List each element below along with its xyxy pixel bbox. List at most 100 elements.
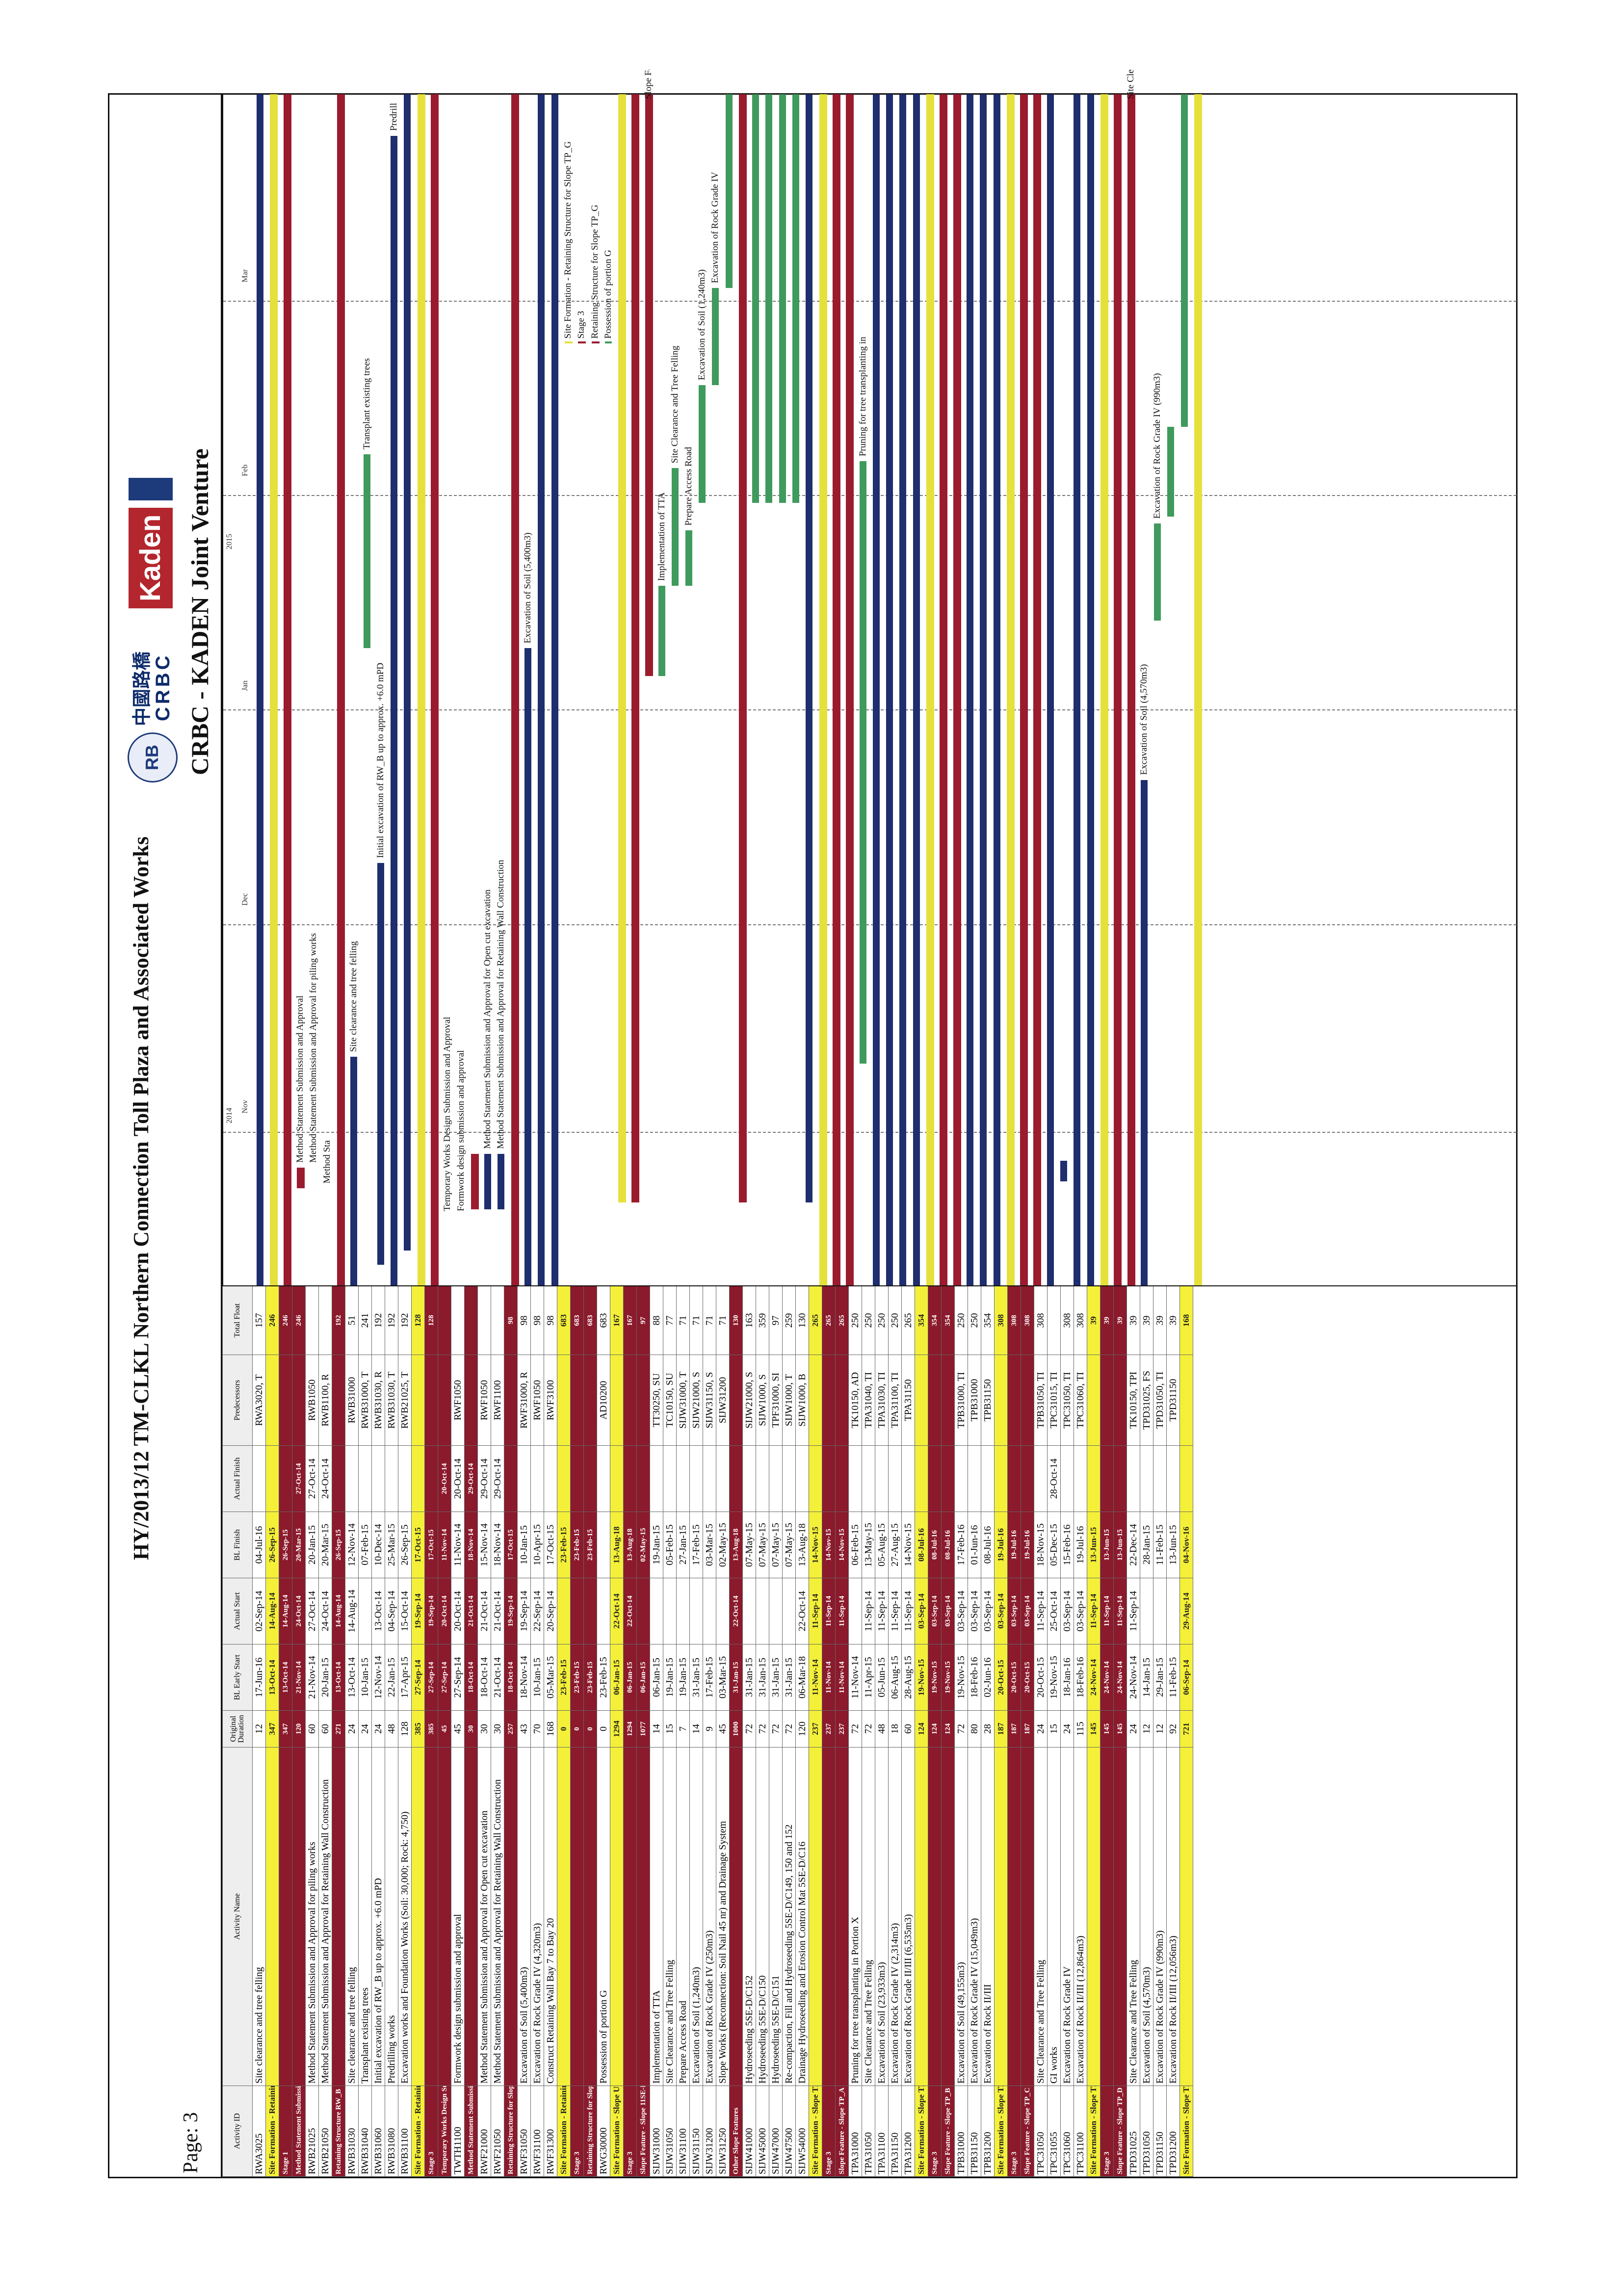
gantt-bar[interactable] bbox=[752, 94, 760, 503]
gantt-bar[interactable] bbox=[1020, 94, 1028, 1285]
group-band-row[interactable]: Site Formation - Slope TP_D Associated W… bbox=[1087, 1286, 1100, 2177]
gantt-bar[interactable] bbox=[511, 94, 519, 1285]
gantt-bar[interactable] bbox=[806, 94, 813, 1202]
group-band-row[interactable]: Stage 3 237 11-Nov-14 11-Sep-14 14-Nov-15 265 bbox=[822, 1286, 836, 2177]
gantt-bar[interactable] bbox=[591, 341, 600, 344]
gantt-bar[interactable] bbox=[604, 341, 612, 344]
table-row[interactable]: TPB31000 Excavation of Soil (49,155m3) 72 1… bbox=[954, 1286, 968, 2177]
gantt-bar[interactable] bbox=[391, 135, 397, 1285]
gantt-bar[interactable] bbox=[765, 94, 773, 503]
group-band-row[interactable]: Other Slope Features 1000 31-Jan-15 22-Oct-… bbox=[729, 1286, 743, 2177]
table-row[interactable]: TPD31150 Excavation of Rock Grade IV (990… bbox=[1153, 1286, 1167, 2177]
table-row[interactable]: TPA31050 Site Clearance and Tree Felling 7… bbox=[862, 1286, 875, 2177]
gantt-bar[interactable] bbox=[712, 288, 719, 385]
table-row[interactable]: TWTH1100 Formwork design submission and a… bbox=[451, 1286, 465, 2177]
group-band-row[interactable]: Slope Feature - Slope TP_A 237 11-Nov-14 11… bbox=[835, 1286, 849, 2177]
gantt-bar[interactable] bbox=[953, 94, 961, 1285]
gantt-bar[interactable] bbox=[886, 94, 893, 1285]
table-row[interactable]: SIJW47500 Re-compaction, Fill and Hydrose… bbox=[782, 1286, 796, 2177]
table-row[interactable]: TPA31100 Excavation of Soil (23,933m3) 48 0… bbox=[875, 1286, 889, 2177]
gantt-bar[interactable] bbox=[1194, 94, 1202, 1285]
gantt-bar[interactable] bbox=[1114, 94, 1122, 1285]
gantt-bar[interactable] bbox=[980, 94, 987, 1285]
gantt-bar[interactable] bbox=[658, 586, 665, 676]
group-band-row[interactable]: Retaining Structure RW_B 271 13-Oct-14 14-A… bbox=[332, 1286, 345, 2177]
group-band-row[interactable]: Method Statement Submission and Approval… bbox=[464, 1286, 478, 2177]
gantt-bar[interactable] bbox=[1033, 94, 1042, 1285]
gantt-bar[interactable] bbox=[564, 341, 573, 344]
group-band-row[interactable]: Site Formation - Retaining Structure RW_… bbox=[265, 1286, 279, 2177]
col-bl-finish[interactable]: BL Finish bbox=[222, 1512, 253, 1578]
group-band-row[interactable]: Stage 3 124 19-Nov-15 03-Sep-14 08-Jul-16 354 bbox=[928, 1286, 942, 2177]
col-activity-id[interactable]: Activity ID bbox=[222, 2086, 253, 2177]
table-row[interactable]: SIJW31050 Site Clearance and Tree Felling… bbox=[663, 1286, 677, 2177]
group-band-row[interactable]: Slope Feature - Slope 11SE-D/C 170 1077 06… bbox=[636, 1286, 650, 2177]
group-band-row[interactable]: Site Formation - Retaining Structure for… bbox=[411, 1286, 425, 2177]
table-row[interactable]: RWB21025 Method Statement Submission and … bbox=[305, 1286, 319, 2177]
table-row[interactable]: SIJW31250 Slope Works (Reconnection: Soil… bbox=[716, 1286, 730, 2177]
gantt-bar[interactable] bbox=[498, 1153, 505, 1209]
table-row[interactable]: RWB31040 Transplant existing trees 24 10-Ja… bbox=[358, 1286, 372, 2177]
gantt-bar[interactable] bbox=[926, 94, 934, 1285]
table-row[interactable]: RWB31100 Excavation works and Foundation … bbox=[398, 1286, 412, 2177]
gantt-bar[interactable] bbox=[337, 94, 345, 1285]
gantt-bar[interactable] bbox=[1047, 94, 1054, 1285]
table-row[interactable]: RWB21050 Method Statement Submission and … bbox=[318, 1286, 332, 2177]
gantt-bar[interactable] bbox=[645, 94, 653, 676]
gantt-bar[interactable] bbox=[404, 94, 411, 1251]
group-band-row[interactable]: Stage 3 187 20-Oct-15 03-Sep-14 19-Jul-16 308 bbox=[1007, 1286, 1021, 2177]
gantt-bar[interactable] bbox=[270, 94, 278, 1285]
table-row[interactable]: RWF31050 Excavation of Soil (5,400m3) 43 18… bbox=[517, 1286, 531, 2177]
group-band-row[interactable]: Stage 3 145 24-Nov-14 11-Sep-14 13-Jun-15 39 bbox=[1100, 1286, 1114, 2177]
gantt-bar[interactable] bbox=[1087, 94, 1094, 1285]
gantt-bar[interactable] bbox=[283, 94, 291, 1285]
table-row[interactable]: SIJW45000 Hydroseeding 5SE-D/C150 72 31-Jan… bbox=[756, 1286, 769, 2177]
gantt-bar[interactable] bbox=[698, 385, 706, 503]
table-row[interactable]: SIJW41000 Hydroseeding 5SE-D/C152 72 31-Jan… bbox=[742, 1286, 756, 2177]
gantt-bar[interactable] bbox=[631, 94, 640, 1202]
gantt-bar[interactable] bbox=[966, 94, 973, 1285]
gantt-bar[interactable] bbox=[872, 94, 880, 1285]
gantt-bar[interactable] bbox=[484, 1153, 492, 1209]
gantt-bar[interactable] bbox=[524, 648, 531, 1285]
group-band-row[interactable]: Retaining Structure for Slope TP_G 0 23-Fe… bbox=[583, 1286, 597, 2177]
table-row[interactable]: SIJW47000 Hydroseeding 5SE-D/C151 72 31-Jan… bbox=[769, 1286, 783, 2177]
table-row[interactable]: RWF21050 Method Statement Submission and … bbox=[491, 1286, 504, 2177]
table-row[interactable]: TPA31150 Excavation of Rock Grade IV (2,3… bbox=[888, 1286, 902, 2177]
table-row[interactable]: RWF21000 Method Statement Submission and … bbox=[477, 1286, 491, 2177]
gantt-bar[interactable] bbox=[538, 94, 545, 1285]
table-row[interactable]: TPD31200 Excavation of Rock II/III (12,05… bbox=[1166, 1286, 1180, 2177]
gantt-bar[interactable] bbox=[738, 94, 747, 1202]
group-band-row[interactable]: Site Formation - Slope Upgrading Works 12… bbox=[610, 1286, 624, 2177]
table-row[interactable]: TPC31060 Excavation of Rock Grade IV 24 18-… bbox=[1060, 1286, 1074, 2177]
gantt-bar[interactable] bbox=[377, 862, 384, 1265]
gantt-bar[interactable] bbox=[792, 94, 799, 503]
gantt-bar[interactable] bbox=[1140, 780, 1148, 1285]
group-band-row[interactable]: Temporary Works Design Submission and Ap… bbox=[438, 1286, 451, 2177]
group-band-row[interactable]: Stage 3 385 27-Sep-14 19-Sep-14 17-Oct-15 128 bbox=[424, 1286, 438, 2177]
col-bl-early-start[interactable]: BL Early Start bbox=[222, 1644, 253, 1711]
group-band-row[interactable]: Stage 3 1294 06-Jan-15 22-Oct-14 13-Aug-18 16… bbox=[623, 1286, 637, 2177]
col-predecessors[interactable]: Predecessors bbox=[222, 1355, 253, 1446]
table-row[interactable]: RWB31030 Site clearance and tree felling 2… bbox=[345, 1286, 359, 2177]
gantt-bar[interactable] bbox=[417, 94, 425, 1285]
table-row[interactable]: RWB31080 Predrilling works 48 22-Jan-15 04-S… bbox=[385, 1286, 398, 2177]
table-row[interactable]: RWF31100 Excavation of Rock Grade IV (4,3… bbox=[530, 1286, 544, 2177]
group-band-row[interactable]: Slope Feature - Slope TP_B 124 19-Nov-15 03… bbox=[941, 1286, 955, 2177]
gantt-bar[interactable] bbox=[364, 454, 371, 649]
gantt-bar[interactable] bbox=[471, 1153, 479, 1209]
table-row[interactable]: RWB31060 Initial excavation of RW_B up to… bbox=[371, 1286, 385, 2177]
gantt-bar[interactable] bbox=[1167, 426, 1175, 517]
gantt-bar[interactable] bbox=[551, 94, 558, 1285]
group-band-row[interactable]: Retaining Structure for Slope TP_F 257 18-… bbox=[504, 1286, 518, 2177]
table-row[interactable]: TPB31200 Excavation of Rock II/III 28 02-Ju… bbox=[981, 1286, 995, 2177]
table-row[interactable]: TPA31000 Pruning for tree transplanting i… bbox=[848, 1286, 862, 2177]
col-actual-finish[interactable]: Actual Finish bbox=[222, 1445, 253, 1512]
table-row[interactable]: RWF31300 Construct Retaining Wall Bay 7 t… bbox=[544, 1286, 557, 2177]
table-row[interactable]: TPC31055 GI works 15 19-Nov-15 25-Oct-14 05-D… bbox=[1047, 1286, 1061, 2177]
gantt-bar[interactable] bbox=[672, 468, 679, 586]
gantt-bar[interactable] bbox=[832, 94, 840, 1285]
gantt-bar[interactable] bbox=[1154, 523, 1161, 621]
group-band-row[interactable]: Site Formation - Slope TP_A Associated W… bbox=[809, 1286, 822, 2177]
gantt-bar[interactable] bbox=[1100, 94, 1108, 1285]
